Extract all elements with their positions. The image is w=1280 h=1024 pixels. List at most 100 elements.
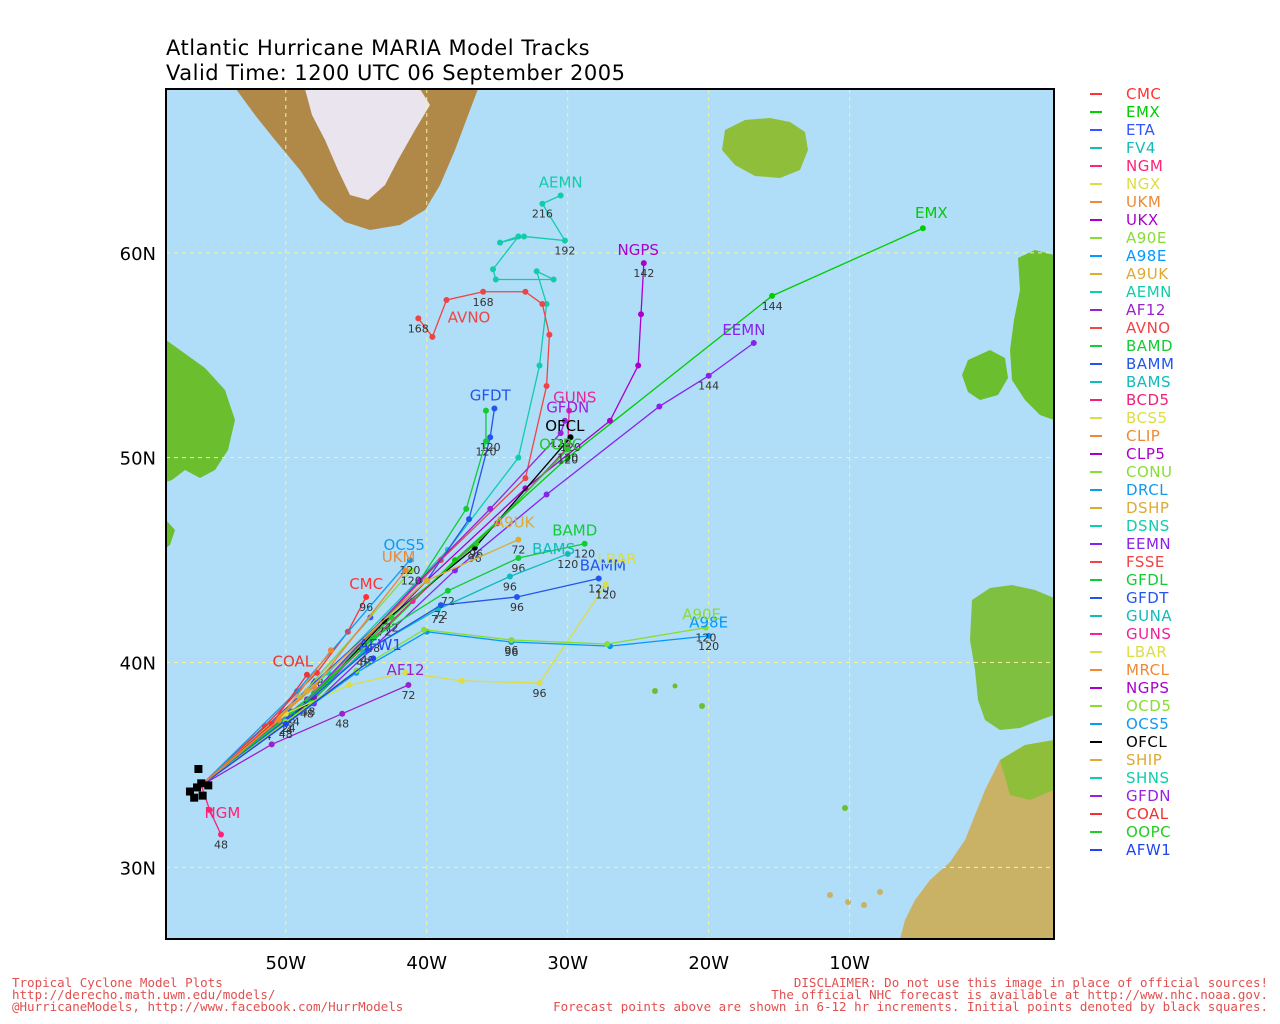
track-point [638, 311, 645, 318]
track-point [487, 434, 494, 441]
legend-swatch [1090, 219, 1102, 221]
legend-swatch [1090, 741, 1102, 743]
footer-social[interactable]: @HurricaneModels, http://www.facebook.co… [12, 999, 404, 1014]
forecast-hour-label: 168 [473, 296, 494, 309]
lon-tick-label: 20W [688, 953, 729, 974]
track-point [490, 266, 497, 273]
track-af12 [200, 684, 409, 786]
forecast-hour-label: 120 [557, 453, 578, 466]
track-label: BAMS [532, 540, 575, 558]
forecast-hour-label: 48 [279, 728, 293, 741]
forecast-hour-label: 120 [574, 548, 595, 561]
initial-points-layer [185, 765, 213, 802]
legend-item-afw1: AFW1 [1088, 841, 1278, 859]
legend-label: AVNO [1126, 319, 1171, 337]
legend-item-dshp: DSHP [1088, 499, 1278, 517]
track-point [513, 593, 520, 600]
canary-island [877, 889, 883, 895]
legend-label: DRCL [1126, 481, 1169, 499]
track-point [405, 682, 412, 689]
track-point [602, 581, 609, 588]
track-point [364, 647, 371, 654]
legend-swatch [1090, 273, 1102, 275]
track-point [536, 679, 543, 686]
legend-item-oopc: OOPC [1088, 823, 1278, 841]
forecast-hour-label: 96 [359, 601, 373, 614]
track-point [402, 567, 409, 574]
track-point [268, 741, 275, 748]
legend-label: BCS5 [1126, 409, 1168, 427]
track-point [339, 710, 346, 717]
track-point [370, 655, 377, 662]
legend-label: A9UK [1126, 265, 1169, 283]
legend-label: BCD5 [1126, 391, 1170, 409]
legend-label: OCD5 [1126, 697, 1172, 715]
legend-label: ETA [1126, 121, 1156, 139]
track-point [546, 331, 553, 338]
track-bamd [200, 543, 585, 786]
legend-label: GFDN [1126, 787, 1172, 805]
forecast-hour-label: 144 [698, 380, 719, 393]
legend-label: COAL [1126, 805, 1169, 823]
legend-label: FSSE [1126, 553, 1165, 571]
legend-item-cmc: CMC [1088, 85, 1278, 103]
track-point [370, 634, 377, 641]
track-label: BAMD [552, 522, 597, 540]
forecast-hour-label: 192 [554, 245, 575, 258]
track-label: A9UK [494, 513, 536, 531]
legend-swatch [1090, 363, 1102, 365]
forecast-hour-label: 48 [214, 839, 228, 852]
track-label: NGPS [617, 241, 658, 259]
footer-right: DISCLAIMER: Do not use this image in pla… [553, 976, 1268, 1014]
legend-swatch [1090, 633, 1102, 635]
footer-points-note: Forecast points above are shown in 6-12 … [553, 999, 1268, 1014]
initial-point-square [194, 765, 203, 773]
track-point [415, 315, 422, 322]
track-label: A90E [682, 605, 721, 623]
legend-label: AEMN [1126, 283, 1172, 301]
forecast-hour-label: 120 [399, 564, 420, 577]
forecast-hour-label: 120 [401, 574, 422, 587]
legend-label: DSNS [1126, 517, 1170, 535]
forecast-hour-label: 72 [431, 613, 445, 626]
legend-item-shns: SHNS [1088, 769, 1278, 787]
forecast-hour-label: 120 [475, 445, 496, 458]
track-label: GUNS [553, 388, 596, 406]
initial-point-square [193, 783, 202, 792]
track-point [919, 225, 926, 232]
footer-url[interactable]: http://derecho.math.uwm.edu/models/ [12, 987, 276, 1002]
track-point [327, 647, 334, 654]
track-point [508, 636, 515, 643]
legend-item-eemn: EEMN [1088, 535, 1278, 553]
track-label: LBAR [597, 550, 636, 568]
track-point [429, 333, 436, 340]
legend-label: DSHP [1126, 499, 1170, 517]
track-point [303, 671, 310, 678]
track-point [561, 417, 568, 424]
track-point [561, 237, 568, 244]
legend-item-ship: SHIP [1088, 751, 1278, 769]
legend-swatch [1090, 597, 1102, 599]
track-point [515, 555, 522, 562]
track-label: EEMN [722, 321, 765, 339]
legend-item-drcl: DRCL [1088, 481, 1278, 499]
forecast-hour-label: 120 [595, 589, 616, 602]
track-point [640, 260, 647, 267]
track-point [363, 593, 370, 600]
lat-tick-label: 60N [120, 244, 156, 265]
track-point [491, 405, 498, 412]
initial-point-square [204, 781, 213, 790]
legend-swatch [1090, 183, 1102, 185]
initial-point-square [198, 791, 207, 800]
track-point [564, 550, 571, 557]
legend-item-fsse: FSSE [1088, 553, 1278, 571]
legend-label: LBAR [1126, 643, 1168, 661]
map-frame [165, 88, 1055, 940]
axes: 50W 40W 30W 20W 10W 60N 50N 40N 30N [120, 244, 871, 974]
track-label: UKM [382, 548, 416, 566]
azores-island [652, 688, 658, 694]
forecast-hour-label: 120 [550, 437, 571, 450]
legend-swatch [1090, 417, 1102, 419]
footer-credit: Tropical Cyclone Model Plots [12, 975, 223, 990]
